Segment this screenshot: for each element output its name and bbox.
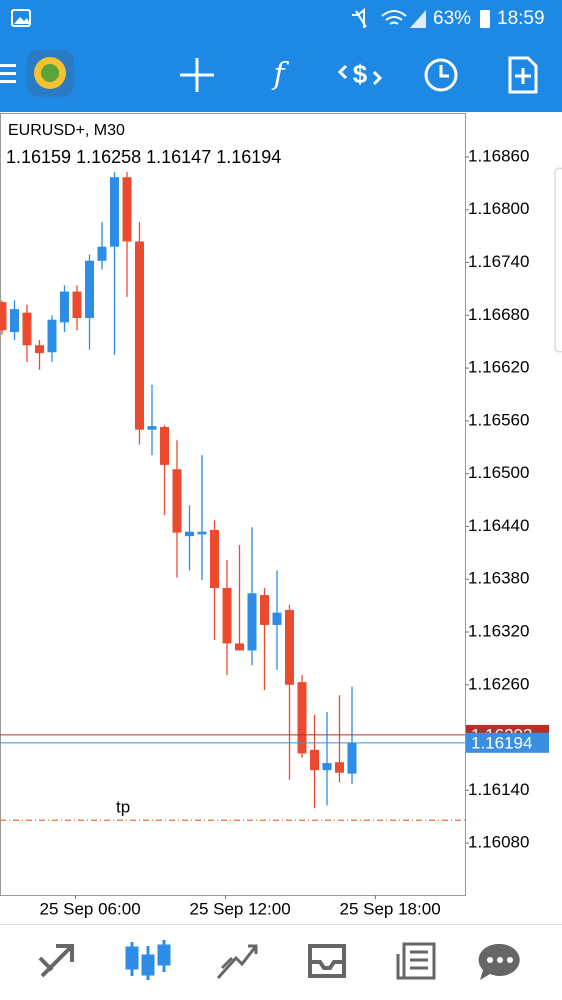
trade-button[interactable]: $: [337, 59, 383, 89]
candle-body: [147, 426, 157, 430]
candle-body: [22, 312, 32, 346]
menu-button[interactable]: [0, 64, 16, 83]
mute-icon: [352, 7, 367, 28]
candle-body: [0, 302, 7, 331]
logo-core: [41, 64, 59, 82]
icon-body: [157, 944, 171, 966]
plot: 1.16860 1.16800 1.16740 1.16680 1.16620 1.165…: [0, 146, 549, 918]
y-tick-label: 1.16620: [468, 358, 529, 377]
candle-body: [285, 609, 294, 685]
price-label-bg: [466, 732, 549, 753]
candle-body: [110, 177, 119, 247]
quote: 1.16159 1.16258 1.16147 1.16194: [6, 147, 281, 167]
candle-body: [297, 682, 307, 754]
candle-body: [222, 588, 232, 644]
y-tick-label: 1.16500: [468, 463, 529, 482]
candle-body: [272, 612, 282, 625]
y-tick-label: 1.16680: [468, 305, 529, 324]
trade-tab[interactable]: [216, 944, 258, 980]
y-tick-label: 1.16140: [468, 780, 529, 799]
candle-body: [185, 531, 194, 537]
y-tick-label: 1.16380: [468, 569, 529, 588]
y-tick-label: 1.16800: [468, 199, 529, 218]
y-tick-label: 1.16740: [468, 252, 529, 271]
y-tick-label: 1.16860: [468, 146, 529, 165]
candle-body: [310, 749, 319, 771]
clock: 18:59: [497, 8, 545, 29]
battery-level: 63%: [433, 8, 471, 29]
y-tick-label: 1.16260: [468, 674, 529, 693]
candle-body: [35, 345, 44, 354]
trade-icon: [216, 944, 258, 980]
y-tick-label: 1.16560: [468, 410, 529, 429]
x-tick-label: 25 Sep 18:00: [340, 899, 441, 918]
y-tick-label: 1.16320: [468, 621, 529, 640]
chart-frame: [0, 113, 466, 896]
candle-body: [322, 763, 332, 771]
inbox-icon: [308, 944, 346, 978]
y-tick-label: 1.16080: [468, 833, 529, 852]
candle-body: [85, 260, 94, 318]
x-tick-label: 25 Sep 06:00: [40, 899, 141, 918]
news-lines: [396, 950, 428, 980]
quotes-icon: [38, 944, 74, 978]
dot: [487, 957, 493, 963]
chart-tab[interactable]: [125, 940, 171, 980]
app-logo[interactable]: [27, 50, 74, 97]
news-tab[interactable]: [396, 942, 436, 980]
news-icon: [402, 942, 436, 980]
price-label: 1.16194: [471, 733, 532, 752]
candle-body: [172, 469, 182, 533]
plus: [515, 68, 531, 84]
chart-title: EURUSD+, M30: [8, 122, 125, 139]
icon-body: [141, 954, 155, 976]
candle-body: [210, 529, 219, 589]
candle-body: [160, 427, 169, 465]
candle-body: [72, 291, 82, 318]
candle-body: [347, 742, 357, 774]
icon-body: [125, 946, 139, 970]
history-tab[interactable]: [308, 944, 346, 978]
quotes-tab[interactable]: [38, 944, 74, 978]
period-button[interactable]: [424, 58, 458, 92]
menu-bar: [0, 64, 16, 67]
x-tick-label: 25 Sep 12:00: [190, 899, 291, 918]
chat-tab[interactable]: [478, 943, 520, 980]
candle-body: [335, 762, 344, 773]
dot: [497, 957, 503, 963]
candle-body: [260, 595, 269, 625]
gallery-icon-shape: [14, 17, 30, 24]
gallery-icon: [11, 9, 31, 27]
candle-body: [47, 319, 57, 353]
menu-bar: [0, 80, 16, 83]
wifi-icon: [381, 10, 407, 25]
trade-arrows: [337, 64, 383, 86]
doc: [508, 56, 538, 94]
clock-face: [424, 58, 458, 92]
candle-body: [10, 309, 19, 333]
candle-body: [60, 291, 69, 323]
tp-label: tp: [116, 798, 130, 817]
dot: [507, 957, 513, 963]
candle-body: [135, 241, 144, 430]
crosshair-button[interactable]: [180, 58, 214, 92]
dollar: $: [353, 59, 368, 89]
app-bar: [0, 0, 562, 112]
candle-body: [97, 246, 107, 261]
scroll-handle[interactable]: [554, 167, 562, 353]
battery-icon: [480, 10, 490, 28]
menu-bar: [0, 72, 16, 75]
y-tick-label: 1.16440: [468, 516, 529, 535]
clock-hands: [439, 65, 449, 78]
candle-body: [247, 593, 257, 651]
candle-body: [122, 177, 132, 242]
signal-icon: [410, 10, 426, 28]
candle-body: [197, 531, 207, 535]
candle-body: [235, 643, 244, 651]
new-order-button[interactable]: [508, 56, 538, 94]
